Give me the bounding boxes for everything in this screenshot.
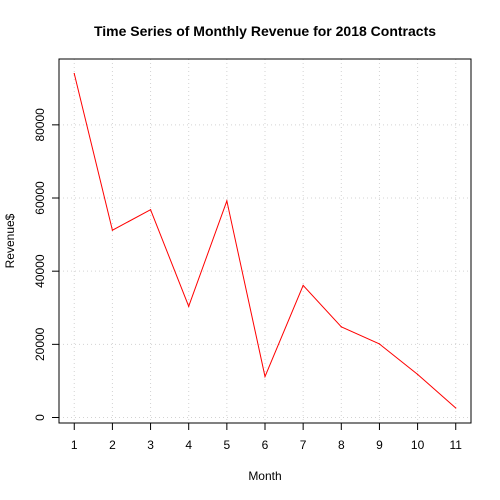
data-point: [264, 375, 266, 378]
data-point: [378, 343, 381, 345]
grid: [59, 59, 471, 423]
x-axis-label: Month: [248, 469, 281, 483]
x-tick-label: 3: [147, 438, 154, 452]
data-point: [416, 373, 419, 375]
data-point: [226, 200, 228, 202]
x-tick-label: 11: [450, 438, 463, 452]
y-tick-label: 80000: [33, 108, 47, 142]
x-tick-label: 5: [224, 438, 231, 452]
data-point: [302, 284, 304, 287]
x-tick-label: 1: [71, 438, 78, 452]
data-point: [73, 73, 75, 75]
y-axis-label: Revenue$: [3, 213, 17, 268]
series-layer: [73, 73, 457, 409]
x-tick-label: 6: [262, 438, 269, 452]
y-tick-label: 0: [33, 414, 47, 421]
y-tick-label: 40000: [33, 254, 47, 288]
x-tick-label: 7: [300, 438, 307, 452]
x-tick-label: 4: [185, 438, 192, 452]
plot-frame: [58, 58, 472, 424]
x-tick-label: 2: [109, 438, 116, 452]
data-point: [455, 407, 457, 409]
x-axis: 1 2 3 4 5 6 7 8 9 10 11: [71, 423, 462, 452]
x-tick-label: 10: [411, 438, 425, 452]
y-tick-label: 60000: [33, 181, 47, 215]
data-point: [111, 229, 114, 231]
y-tick-label: 20000: [33, 327, 47, 361]
y-axis: 0 20000 40000 60000 80000: [33, 108, 59, 421]
data-point: [188, 305, 190, 307]
x-tick-label: 8: [338, 438, 345, 452]
chart-title: Time Series of Monthly Revenue for 2018 …: [94, 23, 436, 39]
data-point: [340, 326, 342, 328]
x-tick-label: 9: [376, 438, 383, 452]
data-point: [149, 209, 152, 211]
